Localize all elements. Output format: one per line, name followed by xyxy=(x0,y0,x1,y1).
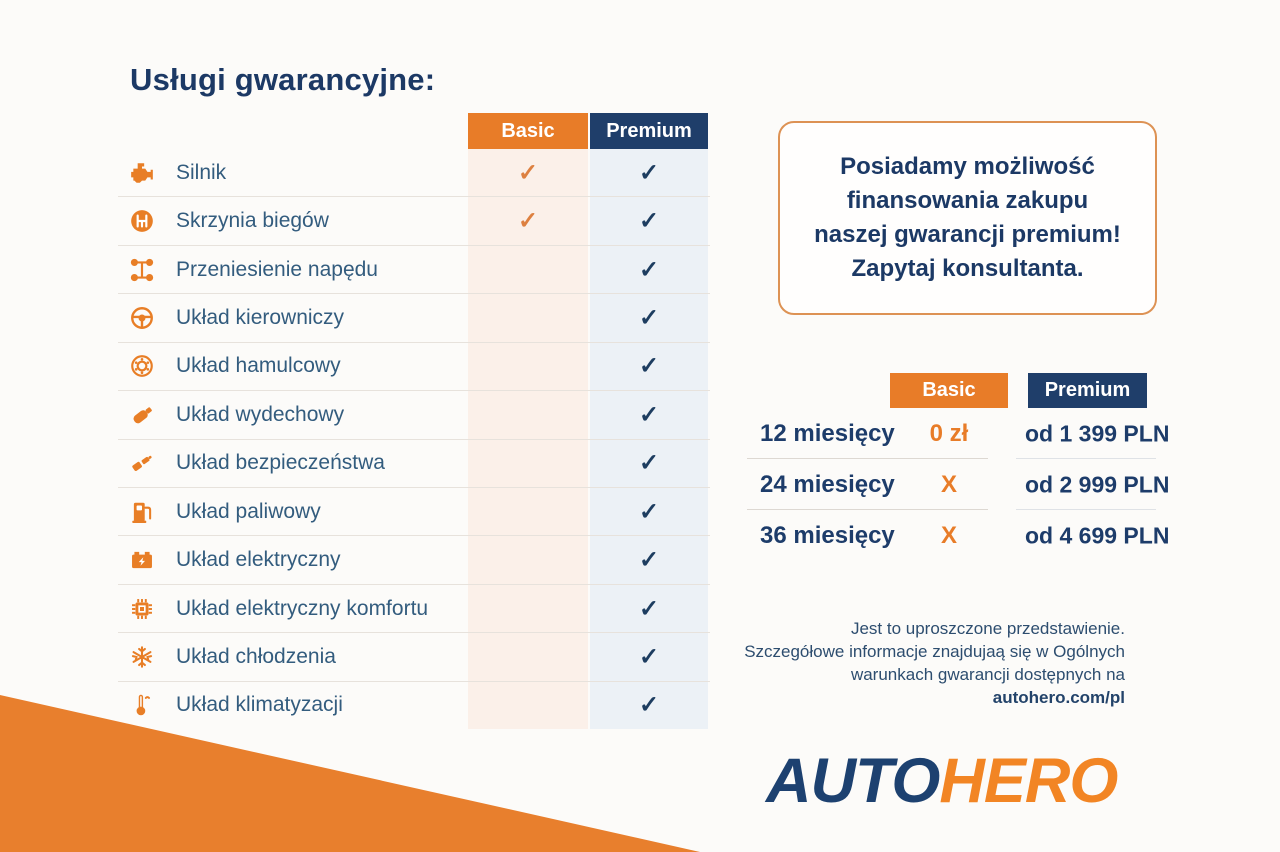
row-label: Układ elektryczny komfortu xyxy=(176,596,429,620)
table-row: Układ klimatyzacji ✓ xyxy=(118,682,710,729)
table-row: Układ elektryczny ✓ xyxy=(118,536,710,585)
basic-check: ✓ xyxy=(517,207,539,235)
autohero-logo: AUTOHERO xyxy=(766,745,1118,817)
logo-part-auto: AUTO xyxy=(766,746,940,816)
fuel-pump-icon xyxy=(128,498,156,526)
row-label: Układ paliwowy xyxy=(176,499,321,523)
row-label: Układ hamulcowy xyxy=(176,354,341,378)
premium-check: ✓ xyxy=(638,546,660,574)
table-row: Układ paliwowy ✓ xyxy=(118,488,710,537)
premium-check: ✓ xyxy=(638,449,660,477)
table-row: Układ wydechowy ✓ xyxy=(118,391,710,440)
logo-part-hero: HERO xyxy=(939,746,1118,816)
premium-check: ✓ xyxy=(638,498,660,526)
row-label: Układ kierowniczy xyxy=(176,305,345,329)
drivetrain-icon xyxy=(128,256,156,284)
table-row: 12 miesięcy 0 zł od 1 399 PLN xyxy=(747,408,1169,459)
premium-check: ✓ xyxy=(638,643,660,671)
row-divider xyxy=(1016,509,1156,510)
row-divider xyxy=(1016,458,1156,459)
basic-check: ✓ xyxy=(517,159,539,187)
premium-check: ✓ xyxy=(638,401,660,429)
premium-check: ✓ xyxy=(638,691,660,719)
row-label: Układ chłodzenia xyxy=(176,644,336,668)
page-title: Usługi gwarancyjne: xyxy=(130,62,436,97)
table-row: Układ elektryczny komfortu ✓ xyxy=(118,585,710,634)
period-label: 12 miesięcy xyxy=(760,419,895,447)
disclaimer-text: Jest to uproszczone przedstawienie. Szcz… xyxy=(725,617,1125,709)
row-label: Układ bezpieczeństwa xyxy=(176,451,385,475)
table-row: 24 miesięcy X od 2 999 PLN xyxy=(747,459,1169,510)
row-label: Układ wydechowy xyxy=(176,402,345,426)
snowflake-icon xyxy=(128,643,156,671)
financing-note-line: finansowania zakupu xyxy=(846,187,1089,214)
gearbox-icon xyxy=(128,207,156,235)
pricing-table: 12 miesięcy 0 zł od 1 399 PLN 24 miesięc… xyxy=(747,408,1169,561)
disclaimer-line: Szczegółowe informacje znajdujaą się w O… xyxy=(744,642,1125,661)
pricing-basic-header: Basic xyxy=(890,373,1008,408)
row-label: Układ klimatyzacji xyxy=(176,693,343,717)
warranty-rows: Silnik ✓ ✓ Skrzynia biegów ✓ ✓ Przeniesi… xyxy=(118,149,710,729)
table-row: Układ kierowniczy ✓ xyxy=(118,294,710,343)
table-row: Silnik ✓ ✓ xyxy=(118,149,710,198)
row-label: Układ elektryczny xyxy=(176,548,341,572)
row-label: Przeniesienie napędu xyxy=(176,257,378,281)
premium-price: od 4 699 PLN xyxy=(1025,522,1170,548)
premium-price: od 2 999 PLN xyxy=(1025,471,1170,497)
basic-price: X xyxy=(940,521,957,549)
chip-icon xyxy=(128,595,156,623)
exhaust-icon xyxy=(128,401,156,429)
table-row: Skrzynia biegów ✓ ✓ xyxy=(118,197,710,246)
premium-check: ✓ xyxy=(638,159,660,187)
thermometer-icon xyxy=(128,691,156,719)
premium-check: ✓ xyxy=(638,352,660,380)
row-label: Skrzynia biegów xyxy=(176,209,329,233)
engine-icon xyxy=(128,159,156,187)
premium-price: od 1 399 PLN xyxy=(1025,420,1170,446)
table-row: Układ bezpieczeństwa ✓ xyxy=(118,440,710,488)
basic-price: 0 zł xyxy=(929,419,969,447)
table-row: Układ hamulcowy ✓ xyxy=(118,343,710,392)
table-row: Przeniesienie napędu ✓ xyxy=(118,246,710,295)
seatbelt-icon xyxy=(128,449,156,477)
table-row: 36 miesięcy X od 4 699 PLN xyxy=(755,510,1169,561)
row-divider xyxy=(747,458,988,459)
website-url: autohero.com/pl xyxy=(992,688,1125,707)
financing-note-line: Posiadamy możliwość xyxy=(840,153,1095,180)
period-label: 24 miesięcy xyxy=(760,470,895,498)
disclaimer-line: Jest to uproszczone przedstawienie. xyxy=(850,619,1125,638)
premium-check: ✓ xyxy=(638,595,660,622)
premium-check: ✓ xyxy=(638,207,660,235)
basic-price: X xyxy=(940,470,957,498)
pricing-premium-header: Premium xyxy=(1028,373,1147,408)
premium-check: ✓ xyxy=(638,304,660,332)
row-divider xyxy=(747,509,988,510)
period-label: 36 miesięcy xyxy=(760,521,895,549)
steering-wheel-icon xyxy=(128,304,156,332)
premium-check: ✓ xyxy=(638,256,660,284)
financing-note-box: Posiadamy możliwość finansowania zakupu … xyxy=(778,121,1157,315)
battery-icon xyxy=(128,546,156,574)
financing-note-line: naszej gwarancji premium! xyxy=(814,221,1121,248)
basic-column-header: Basic xyxy=(468,113,588,149)
financing-note-line: Zapytaj konsultanta. xyxy=(851,255,1084,282)
disclaimer-line: warunkach gwarancji dostępnych na autohe… xyxy=(850,665,1125,707)
premium-column-header: Premium xyxy=(590,113,708,149)
row-label: Silnik xyxy=(176,160,227,184)
brake-disc-icon xyxy=(128,352,156,380)
table-row: Układ chłodzenia ✓ xyxy=(118,633,710,682)
